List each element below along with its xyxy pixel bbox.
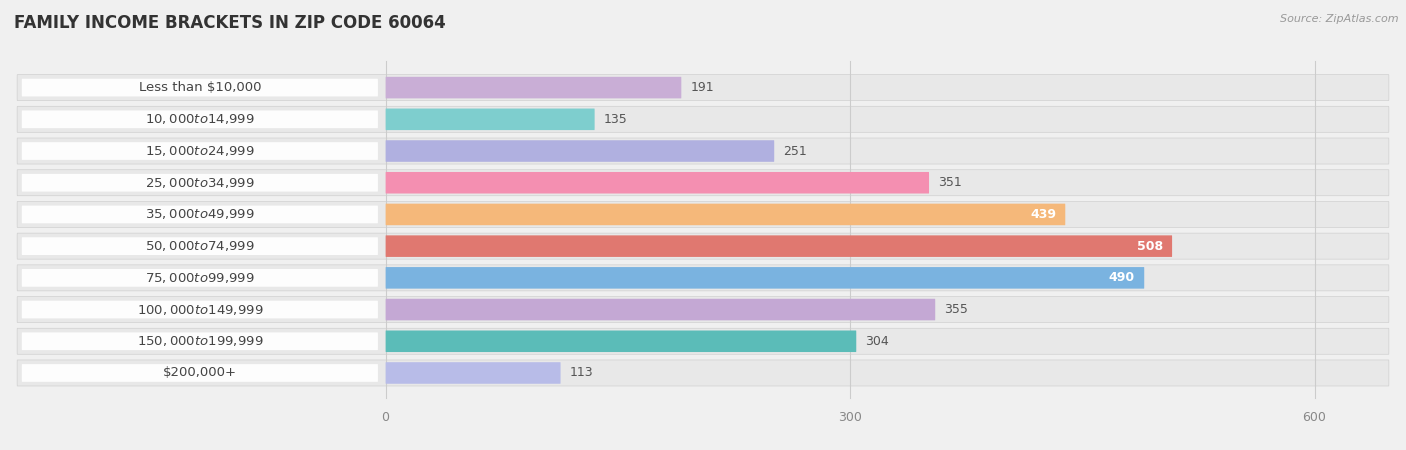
Text: $150,000 to $199,999: $150,000 to $199,999 — [136, 334, 263, 348]
FancyBboxPatch shape — [17, 106, 1389, 132]
FancyBboxPatch shape — [17, 170, 1389, 196]
Text: 508: 508 — [1136, 240, 1163, 252]
FancyBboxPatch shape — [17, 328, 1389, 354]
FancyBboxPatch shape — [385, 140, 775, 162]
Text: $25,000 to $34,999: $25,000 to $34,999 — [145, 176, 254, 190]
Text: 135: 135 — [605, 113, 627, 126]
Text: 191: 191 — [690, 81, 714, 94]
FancyBboxPatch shape — [385, 299, 935, 320]
FancyBboxPatch shape — [17, 360, 1389, 386]
FancyBboxPatch shape — [22, 333, 378, 350]
FancyBboxPatch shape — [22, 174, 378, 192]
Text: $75,000 to $99,999: $75,000 to $99,999 — [145, 271, 254, 285]
FancyBboxPatch shape — [22, 111, 378, 128]
Text: 439: 439 — [1031, 208, 1056, 221]
Text: 113: 113 — [569, 366, 593, 379]
FancyBboxPatch shape — [22, 206, 378, 223]
FancyBboxPatch shape — [22, 142, 378, 160]
FancyBboxPatch shape — [385, 108, 595, 130]
Text: $200,000+: $200,000+ — [163, 366, 236, 379]
FancyBboxPatch shape — [22, 237, 378, 255]
FancyBboxPatch shape — [22, 79, 378, 96]
Text: FAMILY INCOME BRACKETS IN ZIP CODE 60064: FAMILY INCOME BRACKETS IN ZIP CODE 60064 — [14, 14, 446, 32]
Text: 304: 304 — [866, 335, 890, 348]
FancyBboxPatch shape — [17, 202, 1389, 227]
FancyBboxPatch shape — [22, 301, 378, 319]
Text: $15,000 to $24,999: $15,000 to $24,999 — [145, 144, 254, 158]
Text: Source: ZipAtlas.com: Source: ZipAtlas.com — [1281, 14, 1399, 23]
FancyBboxPatch shape — [385, 267, 1144, 288]
Text: $10,000 to $14,999: $10,000 to $14,999 — [145, 112, 254, 126]
FancyBboxPatch shape — [17, 138, 1389, 164]
FancyBboxPatch shape — [17, 233, 1389, 259]
Text: $50,000 to $74,999: $50,000 to $74,999 — [145, 239, 254, 253]
FancyBboxPatch shape — [22, 269, 378, 287]
FancyBboxPatch shape — [17, 75, 1389, 101]
FancyBboxPatch shape — [385, 235, 1173, 257]
FancyBboxPatch shape — [17, 265, 1389, 291]
Text: 355: 355 — [945, 303, 969, 316]
FancyBboxPatch shape — [17, 297, 1389, 323]
FancyBboxPatch shape — [385, 330, 856, 352]
Text: Less than $10,000: Less than $10,000 — [139, 81, 262, 94]
Text: $100,000 to $149,999: $100,000 to $149,999 — [136, 302, 263, 316]
Text: 351: 351 — [938, 176, 962, 189]
Text: 490: 490 — [1109, 271, 1135, 284]
FancyBboxPatch shape — [385, 172, 929, 194]
FancyBboxPatch shape — [385, 204, 1066, 225]
FancyBboxPatch shape — [385, 362, 561, 384]
FancyBboxPatch shape — [385, 77, 682, 99]
Text: $35,000 to $49,999: $35,000 to $49,999 — [145, 207, 254, 221]
Text: 251: 251 — [783, 144, 807, 158]
FancyBboxPatch shape — [22, 364, 378, 382]
